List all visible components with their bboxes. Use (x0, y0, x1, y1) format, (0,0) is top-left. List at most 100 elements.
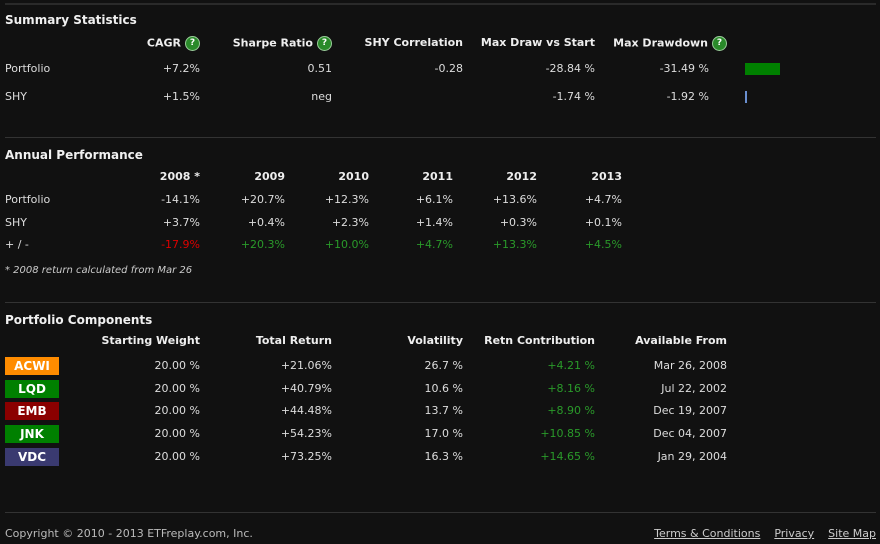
annual-note: * 2008 return calculated from Mar 26 (5, 265, 193, 276)
component-value: 10.6 % (424, 381, 463, 395)
annual-value: +2.3% (331, 215, 369, 229)
component-value: 20.00 % (154, 359, 200, 372)
divider (5, 3, 876, 5)
component-value: +21.06% (280, 359, 332, 372)
annual-value: +13.6% (492, 193, 537, 206)
component-header: Available From (635, 334, 727, 347)
header-label: Sharpe Ratio (232, 36, 313, 50)
drawdown-bar (745, 91, 748, 103)
divider (5, 302, 876, 303)
annual-value: +3.7% (162, 215, 200, 229)
summary-header: SHY Correlation (365, 36, 463, 49)
summary-value: neg (311, 90, 332, 103)
component-value: +73.25% (280, 449, 332, 463)
annual-title: Annual Performance (5, 148, 143, 162)
annual-value: +20.3% (240, 238, 285, 251)
annual-value: -14.1% (161, 193, 200, 206)
annual-value: +4.7% (415, 238, 453, 251)
component-header: Volatility (407, 334, 463, 347)
annual-value: +13.3% (492, 238, 537, 251)
component-header: Retn Contribution (484, 334, 595, 347)
annual-value: +0.3% (499, 215, 537, 229)
year-header: 2008 * (159, 170, 200, 183)
ticker-badge[interactable]: EMB (5, 402, 59, 421)
component-header: Total Return (255, 334, 332, 347)
component-value: Jul 22, 2002 (661, 381, 727, 395)
annual-value: +4.5% (584, 238, 622, 251)
header-label: Max Draw vs Start (480, 36, 595, 49)
component-value: Jan 29, 2004 (657, 449, 727, 463)
component-header: Starting Weight (101, 334, 200, 347)
component-value: 20.00 % (154, 404, 200, 418)
component-value: +40.79% (280, 381, 332, 395)
year-header: 2012 (506, 170, 537, 183)
component-value: +10.85 % (540, 427, 595, 441)
annual-value: +0.1% (584, 215, 622, 229)
ticker-badge[interactable]: LQD (5, 379, 59, 398)
summary-value: -28.84 % (545, 62, 595, 75)
summary-header: CAGR? (147, 36, 200, 51)
row-label: SHY (5, 90, 27, 103)
component-value: Dec 04, 2007 (653, 427, 727, 441)
header-label: SHY Correlation (364, 36, 463, 49)
annual-value: +4.7% (584, 193, 622, 206)
drawdown-bar (745, 63, 780, 75)
component-value: Mar 26, 2008 (653, 359, 727, 372)
annual-value: +6.1% (415, 193, 453, 206)
year-header: 2011 (422, 170, 453, 183)
component-value: 20.00 % (154, 449, 200, 463)
component-value: 13.7 % (424, 404, 463, 418)
component-value: +54.23% (280, 427, 332, 441)
help-icon[interactable]: ? (185, 36, 200, 51)
component-value: +8.90 % (547, 404, 595, 418)
divider (5, 137, 876, 138)
components-title: Portfolio Components (5, 313, 153, 327)
sitemap-link[interactable]: Site Map (828, 527, 876, 540)
component-value: 20.00 % (154, 381, 200, 395)
component-value: 16.3 % (424, 449, 463, 463)
year-header: 2013 (591, 170, 622, 183)
component-value: 20.00 % (154, 427, 200, 441)
help-icon[interactable]: ? (712, 36, 727, 51)
summary-header: Max Draw vs Start (481, 36, 595, 49)
summary-value: -1.92 % (666, 90, 709, 103)
summary-header: Sharpe Ratio? (233, 36, 332, 51)
summary-value: +1.5% (162, 90, 200, 103)
ticker-badge[interactable]: VDC (5, 447, 59, 466)
summary-value: -31.49 % (659, 62, 709, 75)
component-value: 17.0 % (424, 427, 463, 441)
component-value: Dec 19, 2007 (653, 404, 727, 418)
summary-value: +7.2% (162, 62, 200, 75)
annual-value: +10.0% (324, 238, 369, 251)
terms-link[interactable]: Terms & Conditions (654, 527, 761, 540)
summary-value: -0.28 (434, 62, 463, 75)
component-value: +8.16 % (547, 381, 595, 395)
ticker-badge[interactable]: JNK (5, 425, 59, 444)
ticker-badge[interactable]: ACWI (5, 357, 59, 375)
component-value: +14.65 % (540, 449, 595, 463)
summary-title: Summary Statistics (5, 13, 137, 27)
copyright: Copyright © 2010 - 2013 ETFreplay.com, I… (5, 527, 253, 540)
annual-value: +0.4% (247, 215, 285, 229)
header-label: Max Drawdown (613, 36, 708, 50)
row-label: SHY (5, 215, 27, 229)
summary-header: Max Drawdown? (613, 36, 727, 51)
help-icon[interactable]: ? (317, 36, 332, 51)
divider (5, 512, 876, 513)
annual-value: +20.7% (240, 193, 285, 206)
component-value: 26.7 % (424, 359, 463, 372)
row-label: + / - (5, 238, 29, 251)
summary-value: 0.51 (307, 62, 333, 75)
year-header: 2010 (338, 170, 369, 183)
component-value: +4.21 % (547, 359, 595, 372)
annual-value: -17.9% (161, 238, 200, 251)
year-header: 2009 (254, 170, 285, 183)
summary-value: -1.74 % (552, 90, 595, 103)
privacy-link[interactable]: Privacy (774, 527, 815, 540)
row-label: Portfolio (5, 62, 51, 75)
row-label: Portfolio (5, 193, 51, 206)
component-value: +44.48% (280, 404, 332, 418)
annual-value: +12.3% (324, 193, 369, 206)
header-label: CAGR (146, 36, 181, 50)
annual-value: +1.4% (415, 215, 453, 229)
